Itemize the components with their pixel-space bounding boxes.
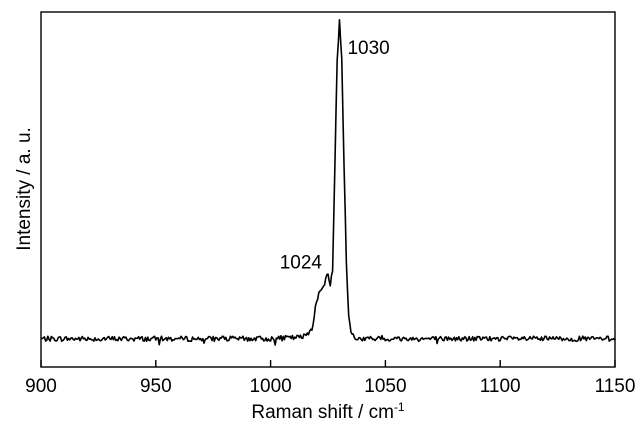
- x-tick-label: 900: [25, 376, 57, 397]
- x-axis-tick-labels: 900 950 1000 1050 1100 1150: [25, 376, 635, 397]
- x-tick-label: 1000: [249, 376, 291, 397]
- x-axis-title-text: Raman shift / cm: [251, 402, 394, 423]
- x-axis-ticks: [40, 360, 616, 367]
- peak-label-1030: 1030: [347, 38, 389, 59]
- x-tick-label: 950: [140, 376, 172, 397]
- peak-label-1024: 1024: [280, 253, 323, 274]
- x-tick-label: 1150: [595, 376, 636, 397]
- peak-annotations: 1030 1024: [280, 38, 390, 274]
- x-tick-label: 1050: [364, 376, 406, 397]
- x-axis-title-superscript: -1: [394, 400, 405, 414]
- spectrum-line: [40, 19, 616, 346]
- y-axis-title: Intensity / a. u.: [14, 127, 35, 251]
- plot-frame: [40, 11, 616, 368]
- x-axis-title: Raman shift / cm-1: [251, 400, 405, 423]
- x-tick-label: 1100: [480, 376, 521, 397]
